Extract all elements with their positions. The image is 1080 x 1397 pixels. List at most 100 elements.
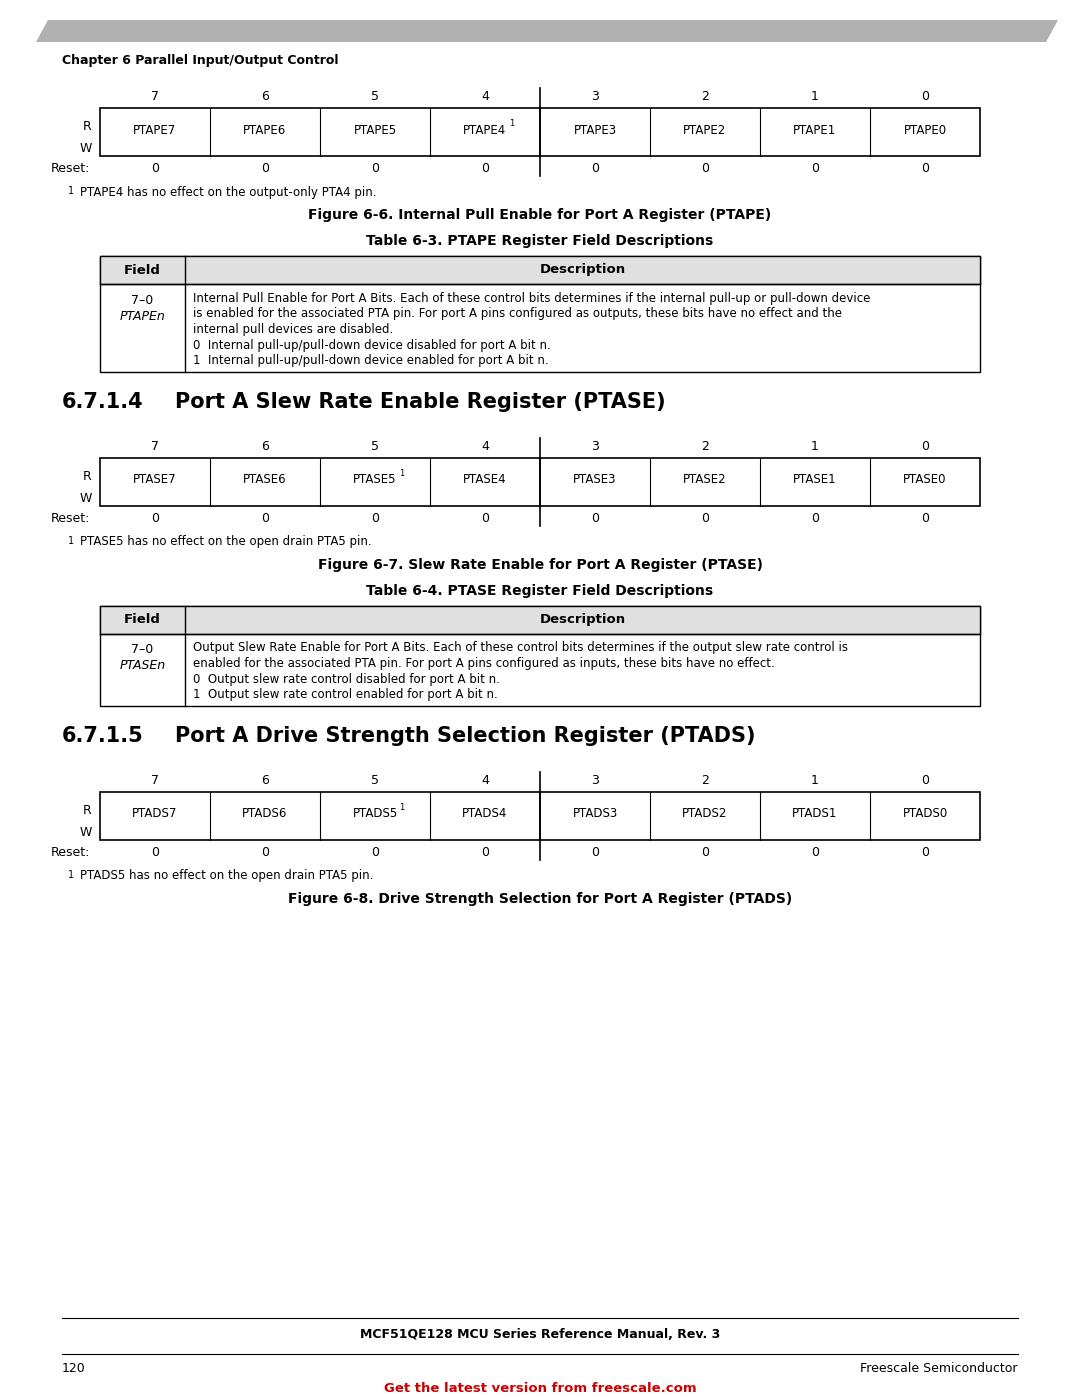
Text: 0: 0 (921, 511, 929, 525)
Text: Reset:: Reset: (51, 162, 90, 176)
Text: PTASE4: PTASE4 (463, 474, 507, 486)
Text: Field: Field (124, 613, 161, 626)
Text: 0  Output slew rate control disabled for port A bit n.: 0 Output slew rate control disabled for … (193, 672, 500, 686)
Text: W: W (80, 492, 92, 504)
Text: 0: 0 (151, 511, 159, 525)
Text: R: R (83, 469, 92, 482)
Text: 1: 1 (68, 535, 75, 545)
Text: PTASEn: PTASEn (120, 659, 165, 672)
Text: MCF51QE128 MCU Series Reference Manual, Rev. 3: MCF51QE128 MCU Series Reference Manual, … (360, 1329, 720, 1341)
Text: Internal Pull Enable for Port A Bits. Each of these control bits determines if t: Internal Pull Enable for Port A Bits. Ea… (193, 292, 870, 305)
Text: 1: 1 (811, 89, 819, 103)
Text: 120: 120 (62, 1362, 85, 1375)
Text: 4: 4 (481, 89, 489, 103)
Text: Description: Description (539, 264, 625, 277)
Text: PTADS6: PTADS6 (242, 807, 287, 820)
Text: 1: 1 (399, 803, 404, 812)
Text: 1: 1 (811, 774, 819, 787)
Text: PTAPE4 has no effect on the output-only PTA4 pin.: PTAPE4 has no effect on the output-only … (80, 186, 377, 198)
Text: PTADS2: PTADS2 (683, 807, 728, 820)
Text: PTAPE2: PTAPE2 (684, 123, 727, 137)
Text: PTAPE3: PTAPE3 (573, 123, 617, 137)
Text: 0: 0 (921, 162, 929, 176)
Bar (100, 457, 980, 506)
Text: Reset:: Reset: (51, 511, 90, 525)
Text: 0: 0 (701, 162, 708, 176)
Text: 7: 7 (151, 774, 159, 787)
Text: PTADS7: PTADS7 (133, 807, 178, 820)
Text: 1  Internal pull-up/pull-down device enabled for port A bit n.: 1 Internal pull-up/pull-down device enab… (193, 353, 549, 367)
Text: PTAPEn: PTAPEn (120, 310, 165, 323)
Text: PTADS3: PTADS3 (572, 807, 618, 820)
Text: 0: 0 (151, 847, 159, 859)
Text: 0: 0 (921, 847, 929, 859)
Text: 0: 0 (261, 511, 269, 525)
Text: 5: 5 (372, 89, 379, 103)
Text: 1: 1 (509, 120, 514, 129)
Text: PTASE0: PTASE0 (903, 474, 947, 486)
Text: W: W (80, 826, 92, 838)
Text: Reset:: Reset: (51, 847, 90, 859)
Text: PTADS5 has no effect on the open drain PTA5 pin.: PTADS5 has no effect on the open drain P… (80, 869, 374, 883)
Text: 6: 6 (261, 774, 269, 787)
Text: PTADS1: PTADS1 (793, 807, 838, 820)
Text: Field: Field (124, 264, 161, 277)
Bar (100, 605, 980, 705)
Text: PTASE3: PTASE3 (573, 474, 617, 486)
Text: PTAPE1: PTAPE1 (794, 123, 837, 137)
Text: 4: 4 (481, 774, 489, 787)
Text: Port A Drive Strength Selection Register (PTADS): Port A Drive Strength Selection Register… (175, 725, 756, 746)
Text: enabled for the associated PTA pin. For port A pins configured as inputs, these : enabled for the associated PTA pin. For … (193, 657, 774, 671)
Text: 6: 6 (261, 89, 269, 103)
Text: Chapter 6 Parallel Input/Output Control: Chapter 6 Parallel Input/Output Control (62, 54, 338, 67)
Text: 0: 0 (591, 511, 599, 525)
Text: 2: 2 (701, 774, 708, 787)
Text: 1: 1 (68, 869, 75, 880)
Text: PTAPE0: PTAPE0 (904, 123, 946, 137)
Text: 0: 0 (921, 774, 929, 787)
Text: Port A Slew Rate Enable Register (PTASE): Port A Slew Rate Enable Register (PTASE) (175, 391, 665, 412)
Text: PTASE5: PTASE5 (353, 474, 396, 486)
Text: 3: 3 (591, 774, 599, 787)
Text: PTASE2: PTASE2 (684, 474, 727, 486)
Text: 0: 0 (372, 162, 379, 176)
Text: PTADS5: PTADS5 (352, 807, 397, 820)
Text: 0: 0 (921, 440, 929, 453)
Text: Figure 6-6. Internal Pull Enable for Port A Register (PTAPE): Figure 6-6. Internal Pull Enable for Por… (309, 208, 771, 222)
Text: 2: 2 (701, 89, 708, 103)
Text: 6: 6 (261, 440, 269, 453)
Bar (100, 256, 980, 284)
Text: PTAPE4: PTAPE4 (463, 123, 507, 137)
Text: 7: 7 (151, 89, 159, 103)
Bar (100, 108, 980, 156)
Text: PTAPE6: PTAPE6 (243, 123, 286, 137)
Text: Freescale Semiconductor: Freescale Semiconductor (861, 1362, 1018, 1375)
Bar (100, 605, 980, 633)
Text: 0: 0 (701, 511, 708, 525)
Text: 7: 7 (151, 440, 159, 453)
Text: 7–0: 7–0 (132, 293, 153, 306)
Text: PTASE5 has no effect on the open drain PTA5 pin.: PTASE5 has no effect on the open drain P… (80, 535, 372, 549)
Text: 3: 3 (591, 89, 599, 103)
Text: 0: 0 (701, 847, 708, 859)
Text: 5: 5 (372, 440, 379, 453)
Text: 4: 4 (481, 440, 489, 453)
Text: 0: 0 (481, 847, 489, 859)
Text: PTADS0: PTADS0 (903, 807, 947, 820)
Text: 3: 3 (591, 440, 599, 453)
Text: W: W (80, 142, 92, 155)
Text: PTAPE5: PTAPE5 (353, 123, 396, 137)
Text: PTAPE7: PTAPE7 (133, 123, 177, 137)
Text: 2: 2 (701, 440, 708, 453)
Text: is enabled for the associated PTA pin. For port A pins configured as outputs, th: is enabled for the associated PTA pin. F… (193, 307, 842, 320)
Text: R: R (83, 120, 92, 133)
Text: Figure 6-7. Slew Rate Enable for Port A Register (PTASE): Figure 6-7. Slew Rate Enable for Port A … (318, 557, 762, 571)
Text: 0: 0 (261, 162, 269, 176)
Text: 0  Internal pull-up/pull-down device disabled for port A bit n.: 0 Internal pull-up/pull-down device disa… (193, 338, 551, 352)
Text: PTASE1: PTASE1 (793, 474, 837, 486)
Text: 1  Output slew rate control enabled for port A bit n.: 1 Output slew rate control enabled for p… (193, 687, 498, 701)
Text: 0: 0 (811, 847, 819, 859)
Text: PTASE7: PTASE7 (133, 474, 177, 486)
Text: PTADS4: PTADS4 (462, 807, 508, 820)
Polygon shape (36, 20, 1058, 42)
